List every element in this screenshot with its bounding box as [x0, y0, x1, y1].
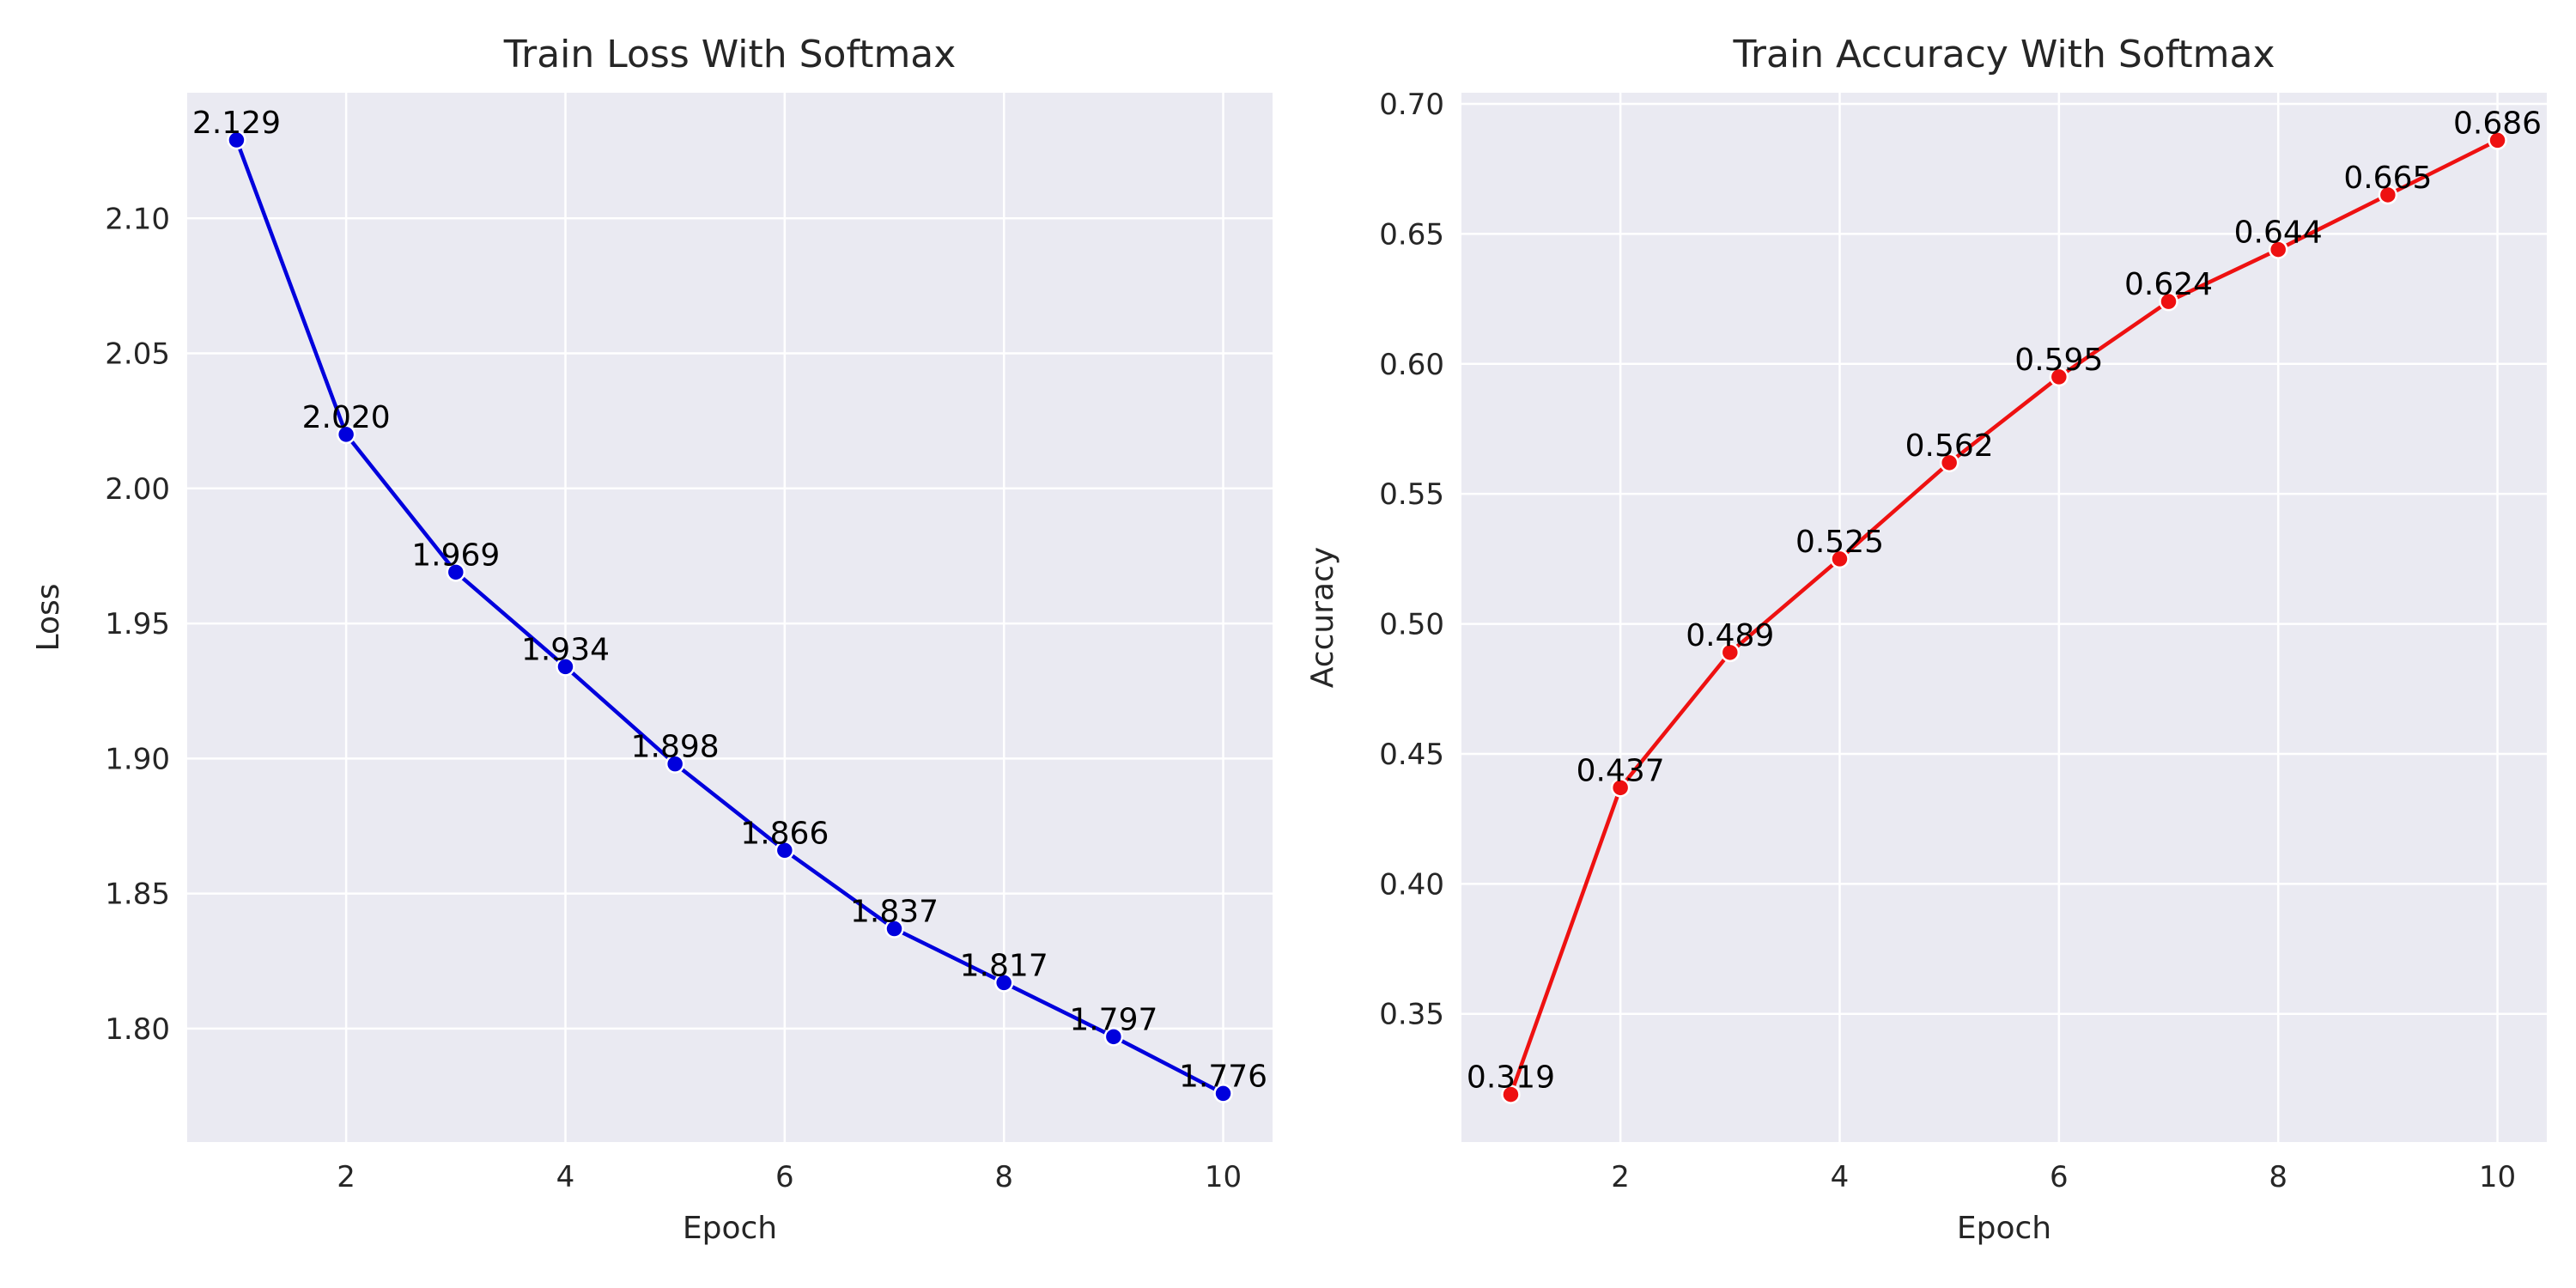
loss-data-point	[336, 424, 356, 445]
loss-plot-area	[187, 93, 1273, 1142]
accuracy-data-label: 0.644	[2234, 216, 2323, 251]
loss-chart-title: Train Loss With Softmax	[503, 33, 957, 76]
loss-chart: 2 4 6 8 10 1.80 1.85 1.90 1.95 2.00 2.05 2.10 Train …	[31, 33, 1273, 1246]
accuracy-y-tick-label: 0.35	[1379, 998, 1444, 1032]
loss-y-tick-label: 2.10	[105, 202, 170, 236]
accuracy-data-label: 0.665	[2343, 161, 2432, 196]
loss-y-axis-label: Loss	[31, 584, 66, 652]
loss-series-line	[234, 137, 1225, 1096]
accuracy-data-point	[2159, 291, 2178, 312]
accuracy-x-tick-label: 8	[2269, 1160, 2287, 1194]
accuracy-x-tick-label: 6	[2050, 1160, 2069, 1194]
accuracy-y-axis-label: Accuracy	[1305, 547, 1340, 688]
loss-data-label: 1.866	[740, 816, 829, 851]
accuracy-data-point	[1610, 778, 1631, 798]
accuracy-data-point	[2488, 131, 2507, 150]
accuracy-data-point	[2378, 185, 2398, 205]
accuracy-y-tick-label: 0.50	[1379, 608, 1444, 642]
accuracy-y-tick-label: 0.40	[1379, 867, 1444, 902]
loss-data-point	[775, 841, 795, 860]
accuracy-data-point	[1830, 549, 1850, 569]
loss-data-label: 1.898	[631, 730, 720, 765]
loss-x-tick-label: 8	[994, 1160, 1013, 1194]
loss-data-point	[227, 130, 246, 150]
accuracy-y-tick-label: 0.65	[1379, 217, 1444, 252]
accuracy-y-tick-label: 0.60	[1379, 348, 1444, 382]
accuracy-data-label: 0.319	[1467, 1060, 1555, 1096]
loss-data-point	[993, 973, 1014, 993]
loss-data-label: 1.837	[850, 895, 939, 930]
loss-data-label: 2.020	[302, 400, 391, 435]
accuracy-data-label: 0.525	[1795, 525, 1884, 560]
loss-y-tick-label: 1.95	[105, 607, 170, 641]
loss-data-point	[556, 657, 575, 677]
accuracy-chart-title: Train Accuracy With Softmax	[1733, 33, 2275, 76]
loss-data-point	[884, 919, 904, 939]
loss-x-tick-label: 2	[337, 1160, 355, 1194]
loss-y-tick-label: 1.90	[105, 742, 170, 776]
accuracy-data-label: 0.562	[1905, 428, 1994, 464]
loss-x-axis-label: Epoch	[683, 1211, 777, 1246]
loss-data-label: 2.129	[192, 106, 281, 141]
loss-data-point	[446, 562, 466, 582]
accuracy-data-label: 0.489	[1686, 618, 1774, 653]
loss-data-label: 1.797	[1069, 1002, 1157, 1037]
loss-data-point	[1103, 1027, 1124, 1047]
accuracy-data-point	[1939, 453, 1959, 473]
accuracy-data-point	[1720, 642, 1741, 663]
accuracy-data-label: 0.624	[2124, 267, 2213, 302]
accuracy-plot-area	[1461, 93, 2547, 1142]
loss-data-point	[665, 754, 685, 774]
accuracy-x-axis-label: Epoch	[1957, 1211, 2051, 1246]
accuracy-chart: 2 4 6 8 10 0.35 0.40 0.45 0.50 0.55 0.60 0.65 0.70 Tr…	[1305, 33, 2547, 1246]
loss-data-point	[1213, 1084, 1233, 1103]
accuracy-y-tick-label: 0.55	[1379, 477, 1444, 512]
loss-y-tick-label: 1.85	[105, 878, 170, 912]
accuracy-data-point	[2268, 240, 2288, 259]
accuracy-data-point	[2049, 367, 2069, 387]
accuracy-x-tick-label: 4	[1831, 1160, 1850, 1194]
loss-x-tick-label: 4	[556, 1160, 575, 1194]
loss-x-tick-label: 6	[775, 1160, 794, 1194]
loss-x-tick-label: 10	[1205, 1160, 1242, 1194]
accuracy-data-label: 0.437	[1577, 753, 1665, 788]
loss-y-tick-label: 2.00	[105, 472, 170, 507]
accuracy-x-tick-label: 2	[1611, 1160, 1630, 1194]
accuracy-y-tick-label: 0.70	[1379, 88, 1444, 122]
loss-y-tick-label: 2.05	[105, 337, 170, 372]
loss-y-tick-label: 1.80	[105, 1012, 170, 1047]
accuracy-data-point	[1501, 1084, 1521, 1104]
accuracy-data-label: 0.595	[2014, 343, 2103, 378]
loss-data-label: 1.776	[1179, 1059, 1267, 1094]
accuracy-data-label: 0.686	[2453, 106, 2542, 141]
loss-data-label: 1.969	[411, 538, 500, 573]
accuracy-x-tick-label: 10	[2479, 1160, 2516, 1194]
accuracy-series-line	[1509, 138, 2500, 1097]
loss-data-label: 1.817	[960, 948, 1048, 983]
loss-data-label: 1.934	[521, 632, 610, 667]
accuracy-y-tick-label: 0.45	[1379, 738, 1444, 772]
